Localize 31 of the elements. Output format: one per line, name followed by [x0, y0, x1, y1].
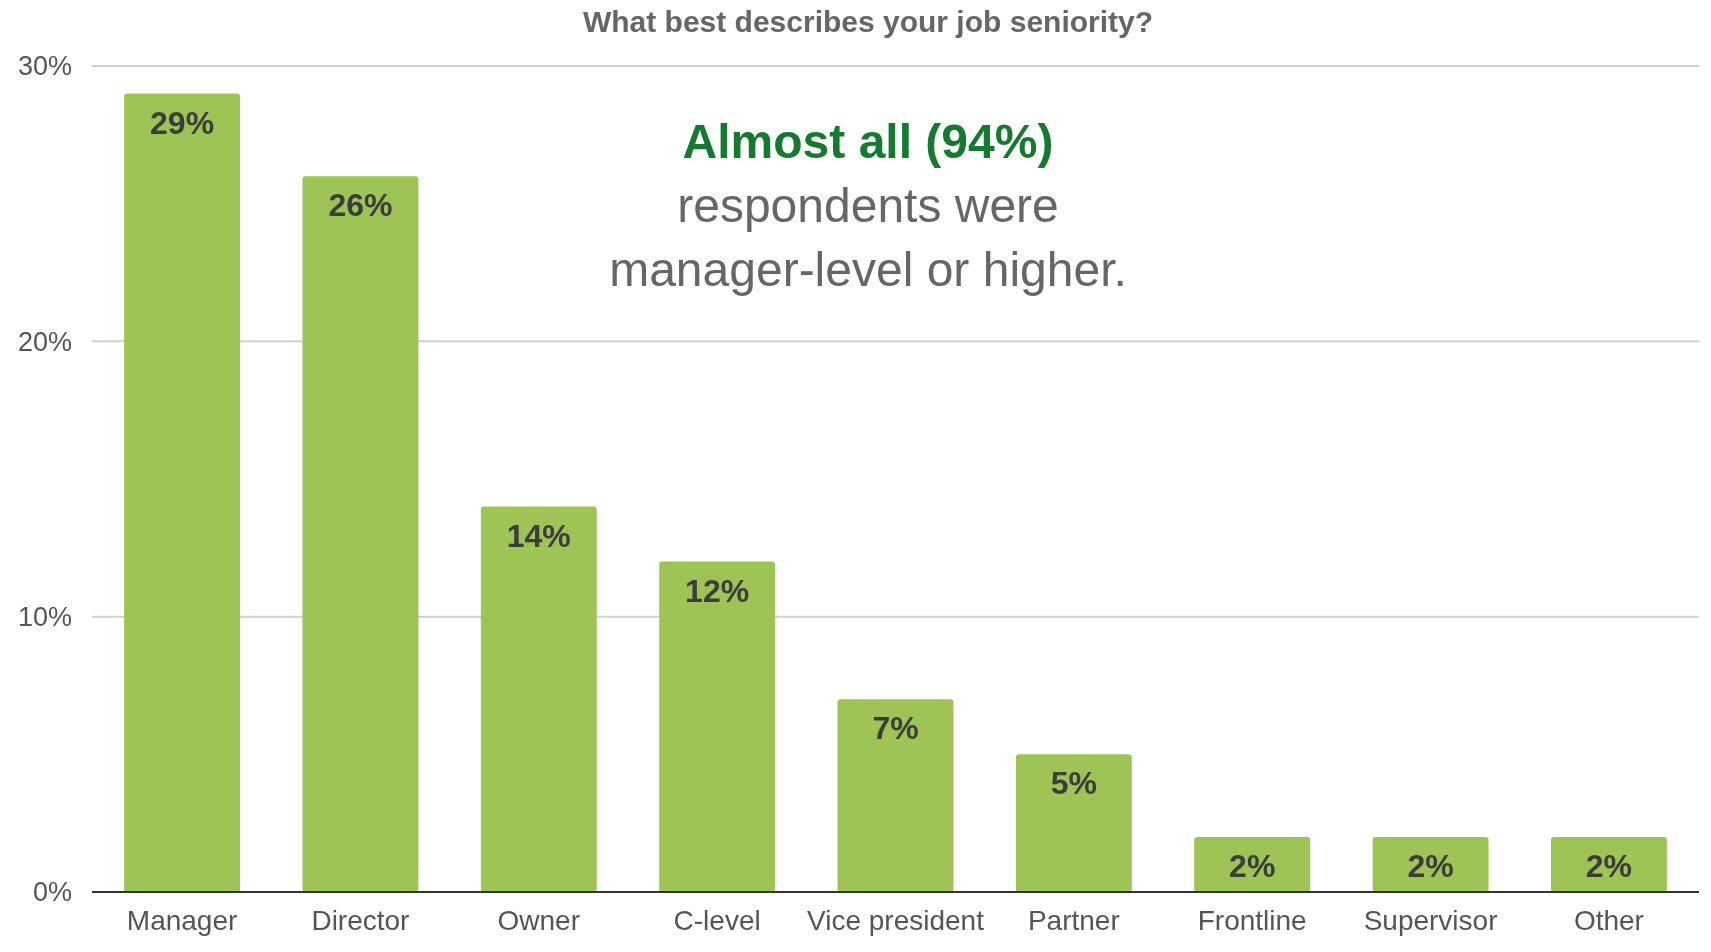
y-tick-label: 30%	[17, 51, 72, 82]
x-tick-label: Other	[1573, 905, 1644, 936]
bar	[124, 93, 241, 892]
x-tick-label: C-level	[673, 905, 761, 936]
data-label: 14%	[506, 517, 571, 554]
data-label: 12%	[685, 572, 750, 609]
data-label: 5%	[1050, 765, 1097, 802]
x-tick-label: Manager	[126, 905, 238, 936]
data-label: 2%	[1229, 847, 1276, 884]
x-tick-label: Supervisor	[1363, 905, 1498, 936]
bar	[480, 506, 597, 892]
data-label: 26%	[328, 187, 393, 224]
annotation: Almost all (94%)	[682, 115, 1054, 168]
bar	[659, 561, 776, 892]
y-tick-label: 10%	[17, 602, 72, 633]
bar	[1015, 754, 1132, 892]
x-tick-label: Director	[311, 905, 410, 936]
x-tick-label: Frontline	[1197, 905, 1307, 936]
y-tick-label: 0%	[32, 877, 72, 908]
data-label: 2%	[1407, 847, 1454, 884]
x-tick-label: Owner	[497, 905, 581, 936]
data-label: 2%	[1585, 847, 1633, 884]
data-label: 29%	[150, 104, 215, 141]
annotation: respondents were manager-level or higher.	[609, 179, 1127, 296]
y-tick-label: 20%	[17, 326, 72, 357]
x-tick-label: Vice president	[807, 905, 985, 936]
x-tick-label: Partner	[1027, 905, 1120, 936]
bar	[837, 699, 954, 892]
bar	[302, 176, 419, 892]
data-label: 7%	[872, 710, 919, 747]
chart-title: What best describes your job seniority?	[582, 5, 1154, 38]
